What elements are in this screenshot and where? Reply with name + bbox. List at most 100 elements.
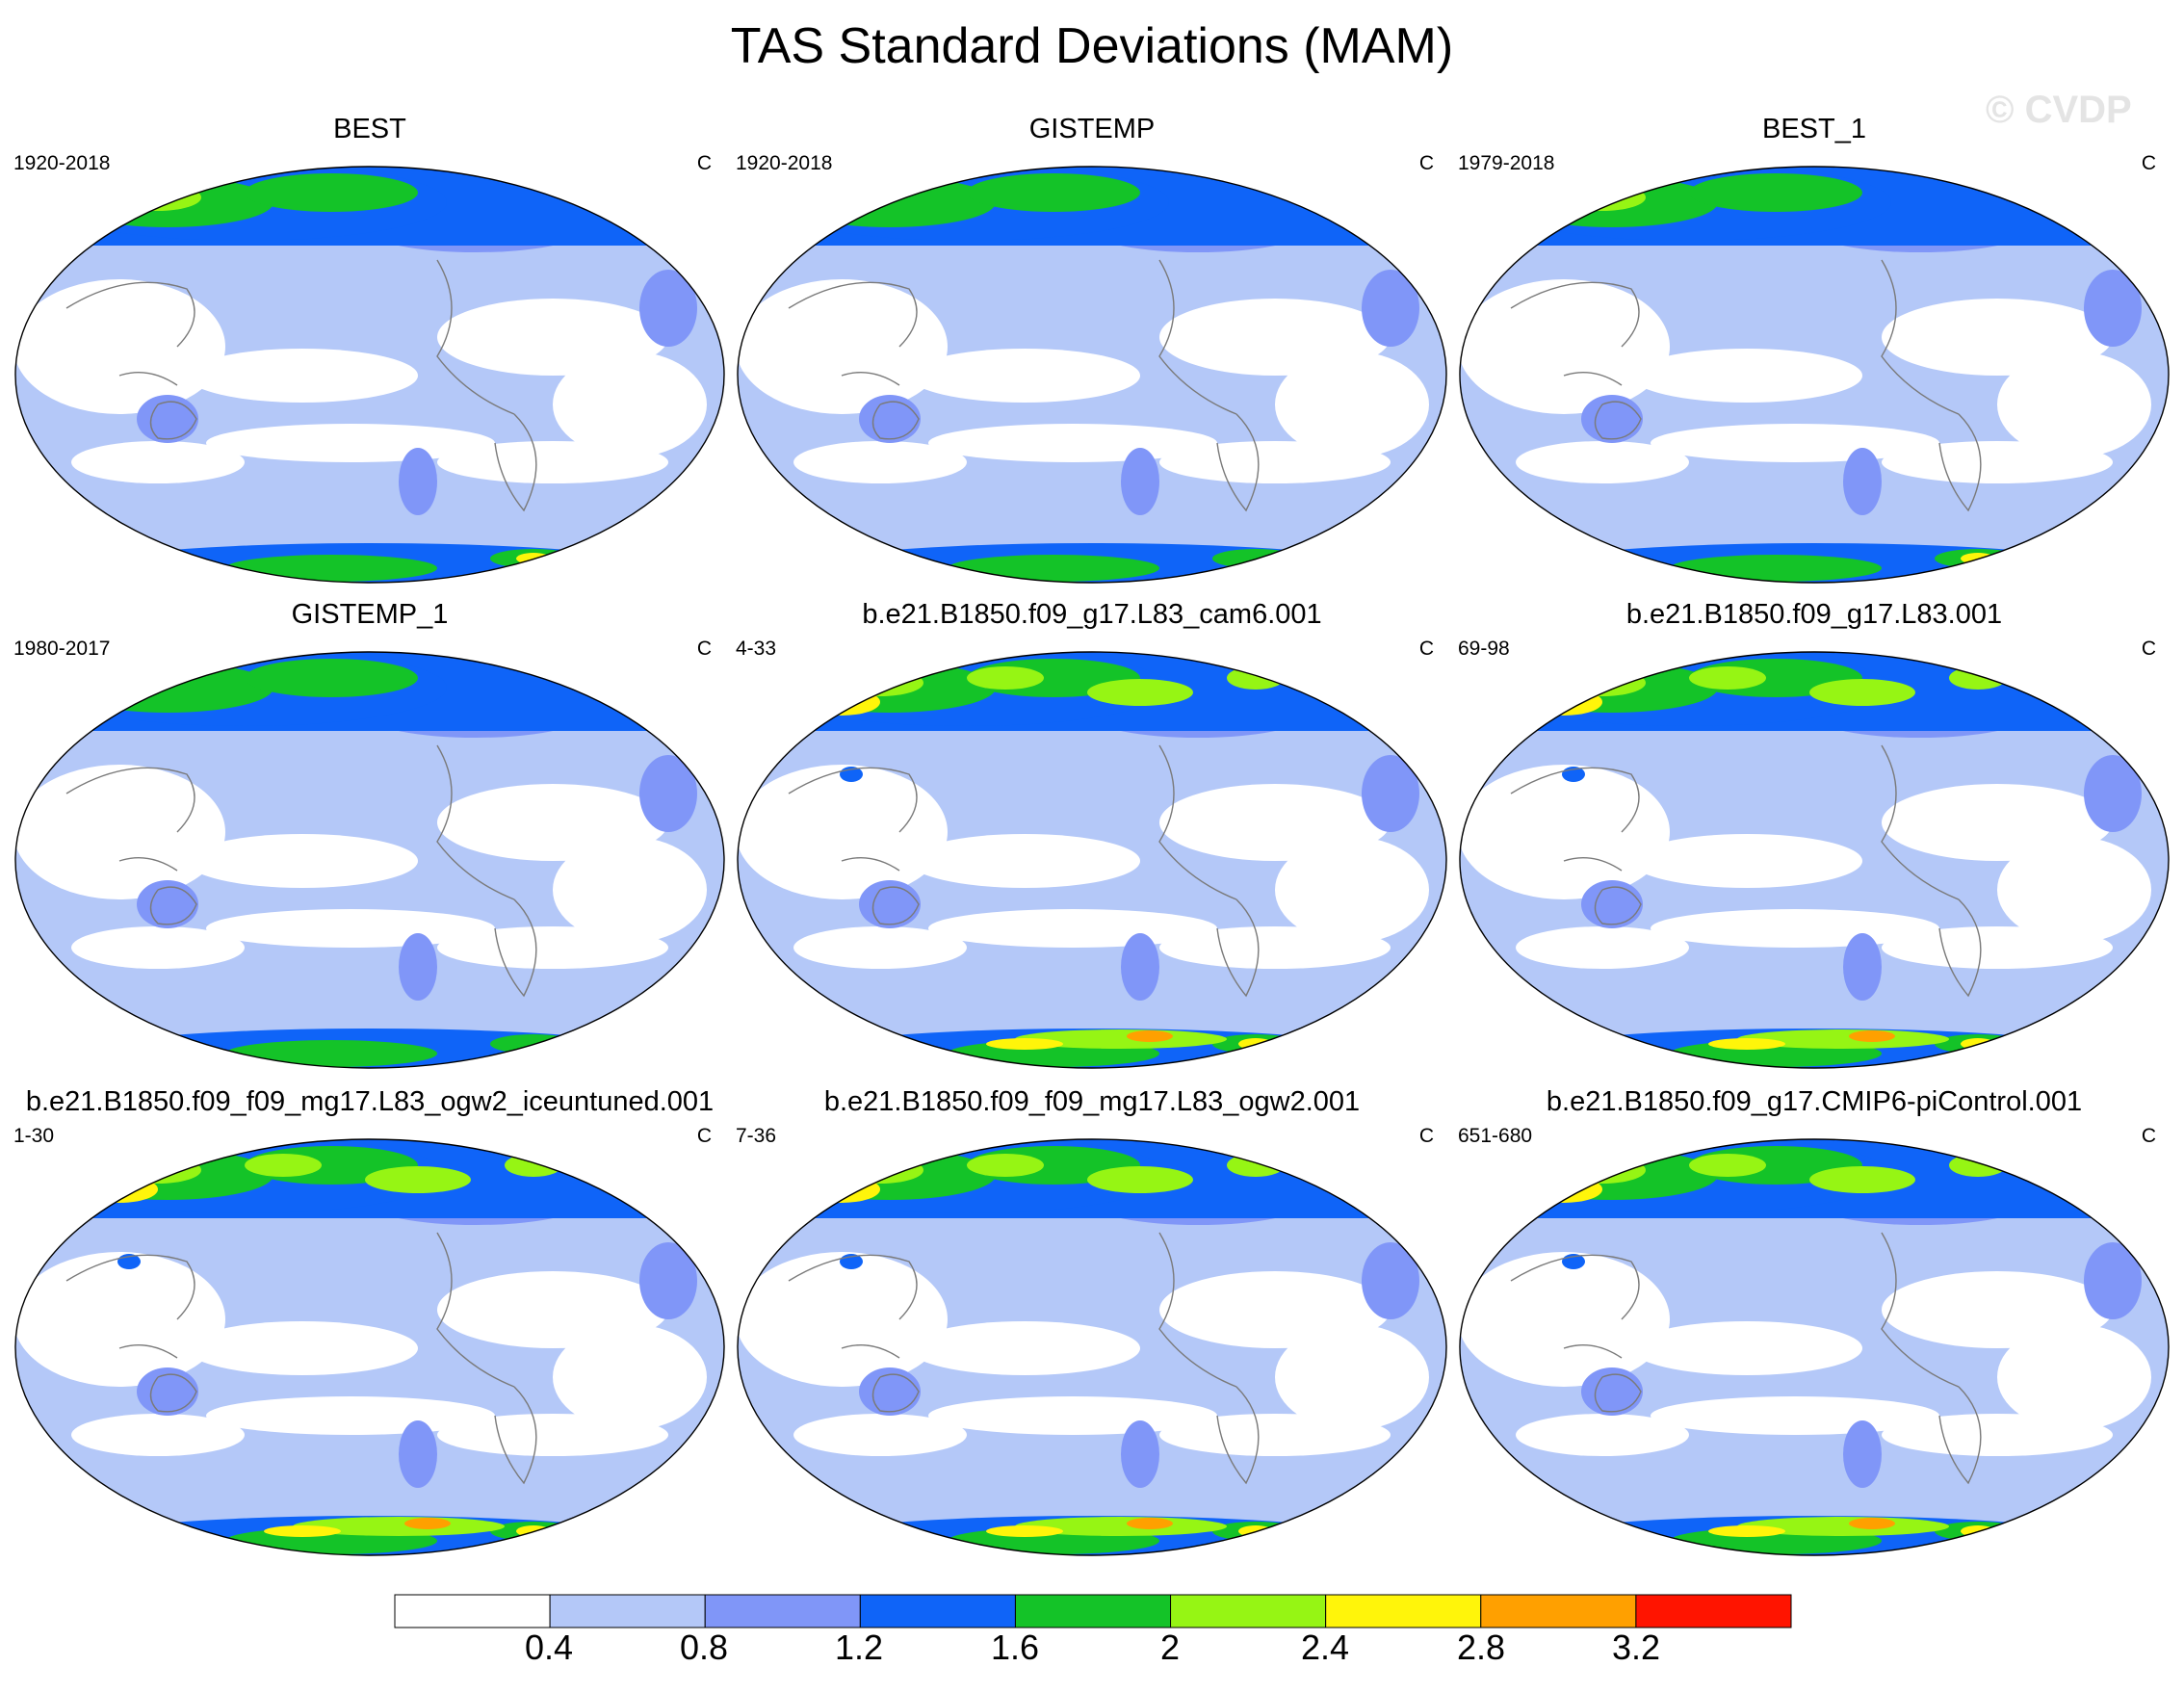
coastline (436, 259, 515, 415)
high-variance-region (245, 173, 418, 212)
panel-units: C (1418, 1125, 1434, 1147)
coastline (1563, 856, 1623, 872)
panel-years: 1920-2018 (13, 152, 111, 174)
colorbar-tick-label: 2.8 (1456, 1628, 1506, 1667)
peak-variance-region (803, 1176, 880, 1203)
map-border (1459, 166, 2170, 584)
moderate-variance-region (1362, 1242, 1419, 1319)
colorbar-swatch (1170, 1594, 1327, 1628)
map-panel: GISTEMP_1 1980-2017 C (13, 599, 726, 1071)
low-variance-region (437, 441, 668, 483)
high-variance-region (365, 1166, 471, 1193)
moderate-variance-region (1121, 933, 1159, 1001)
moderate-variance-region (1362, 755, 1419, 832)
high-variance-region (1087, 679, 1193, 706)
peak-variance-region (1525, 1176, 1602, 1203)
colorbar-swatch (704, 1594, 861, 1628)
map-plot (1459, 651, 2170, 1069)
coastline (1594, 401, 1642, 440)
high-variance-region (837, 1157, 923, 1184)
moderate-variance-region (2084, 1242, 2142, 1319)
coastline (494, 1386, 537, 1485)
colorbar-tick-label: 0.4 (524, 1628, 574, 1667)
watermark: © CVDP (1986, 89, 2132, 131)
coastline (788, 767, 918, 833)
moderate-variance-region (1121, 448, 1159, 515)
low-variance-region (1882, 1414, 2113, 1456)
moderate-variance-region (1843, 1420, 1882, 1488)
panel-title: b.e21.B1850.f09_g17.CMIP6-piControl.001 (1546, 1086, 2083, 1117)
high-variance-region (62, 663, 273, 713)
high-variance-region (1689, 666, 1766, 690)
high-variance-region (1737, 1517, 1949, 1536)
low-variance-region (15, 1252, 225, 1387)
low-variance-region (909, 349, 1140, 403)
low-variance-region (793, 1414, 967, 1456)
panel-units: C (696, 1125, 712, 1147)
coastline (1881, 1232, 1960, 1388)
colorbar-swatch (1014, 1594, 1172, 1628)
coastline (1938, 899, 1982, 998)
panel-title: BEST (333, 114, 406, 144)
high-variance-region (1809, 679, 1915, 706)
coastline (841, 1343, 900, 1359)
high-variance-region (967, 666, 1044, 690)
coastline (149, 886, 197, 925)
moderate-variance-region (399, 1420, 437, 1488)
coastline (871, 1373, 920, 1413)
coastline (1510, 767, 1640, 833)
coastline (1510, 281, 1640, 348)
map-panel: b.e21.B1850.f09_g17.L83_cam6.001 4-33 C (736, 599, 1448, 1071)
moderate-variance-region (1121, 1420, 1159, 1488)
map-plot (14, 1138, 725, 1556)
high-variance-region (225, 1040, 437, 1067)
coastline (1881, 744, 1960, 900)
panel-years: 1-30 (13, 1125, 55, 1147)
coastline (841, 371, 900, 386)
panel-units: C (2141, 152, 2156, 174)
colorbar-swatch (549, 1594, 706, 1628)
high-variance-region (1737, 1029, 1949, 1049)
map-field (1460, 167, 2169, 583)
low-variance-region (15, 279, 225, 414)
low-variance-region (553, 352, 707, 457)
panel-units: C (696, 638, 712, 660)
low-variance-region (1516, 926, 1689, 969)
low-variance-region (1460, 765, 1670, 899)
moderate-variance-region (2084, 270, 2142, 347)
moderate-variance-region (399, 933, 437, 1001)
high-variance-region (837, 669, 923, 696)
map-plot (737, 1138, 1447, 1556)
coastline (1938, 1386, 1982, 1485)
high-variance-region (293, 1517, 505, 1536)
low-variance-region (909, 1321, 1140, 1375)
low-variance-region (1460, 1252, 1670, 1387)
panel-units: C (1418, 638, 1434, 660)
low-variance-region (553, 1324, 707, 1430)
high-variance-region (1559, 184, 1646, 211)
coastline (65, 767, 195, 833)
map-panel: b.e21.B1850.f09_g17.CMIP6-piControl.001 … (1458, 1086, 2171, 1558)
map-border (737, 166, 1447, 584)
map-border (14, 651, 725, 1069)
panel-title: b.e21.B1850.f09_f09_mg17.L83_ogw2.001 (823, 1086, 1361, 1117)
high-variance-region (1506, 1150, 1718, 1200)
low-variance-region (1997, 352, 2151, 457)
peak-variance-region (986, 1525, 1063, 1537)
low-variance-region (1631, 349, 1862, 403)
high-variance-region (1015, 1517, 1227, 1536)
moderate-variance-region (1362, 270, 1419, 347)
coastline (118, 856, 178, 872)
panel-title: GISTEMP (1028, 114, 1156, 144)
high-variance-region (784, 1150, 996, 1200)
low-variance-region (1997, 1324, 2151, 1430)
low-variance-region (1275, 1324, 1429, 1430)
coastline (149, 401, 197, 440)
high-variance-region (1559, 669, 1646, 696)
low-variance-region (1631, 1321, 1862, 1375)
high-variance-region (967, 1154, 1044, 1177)
high-variance-region (1809, 1166, 1915, 1193)
moderate-variance-region (639, 1242, 697, 1319)
peak-variance-region (264, 1525, 341, 1537)
low-variance-region (1997, 837, 2151, 943)
